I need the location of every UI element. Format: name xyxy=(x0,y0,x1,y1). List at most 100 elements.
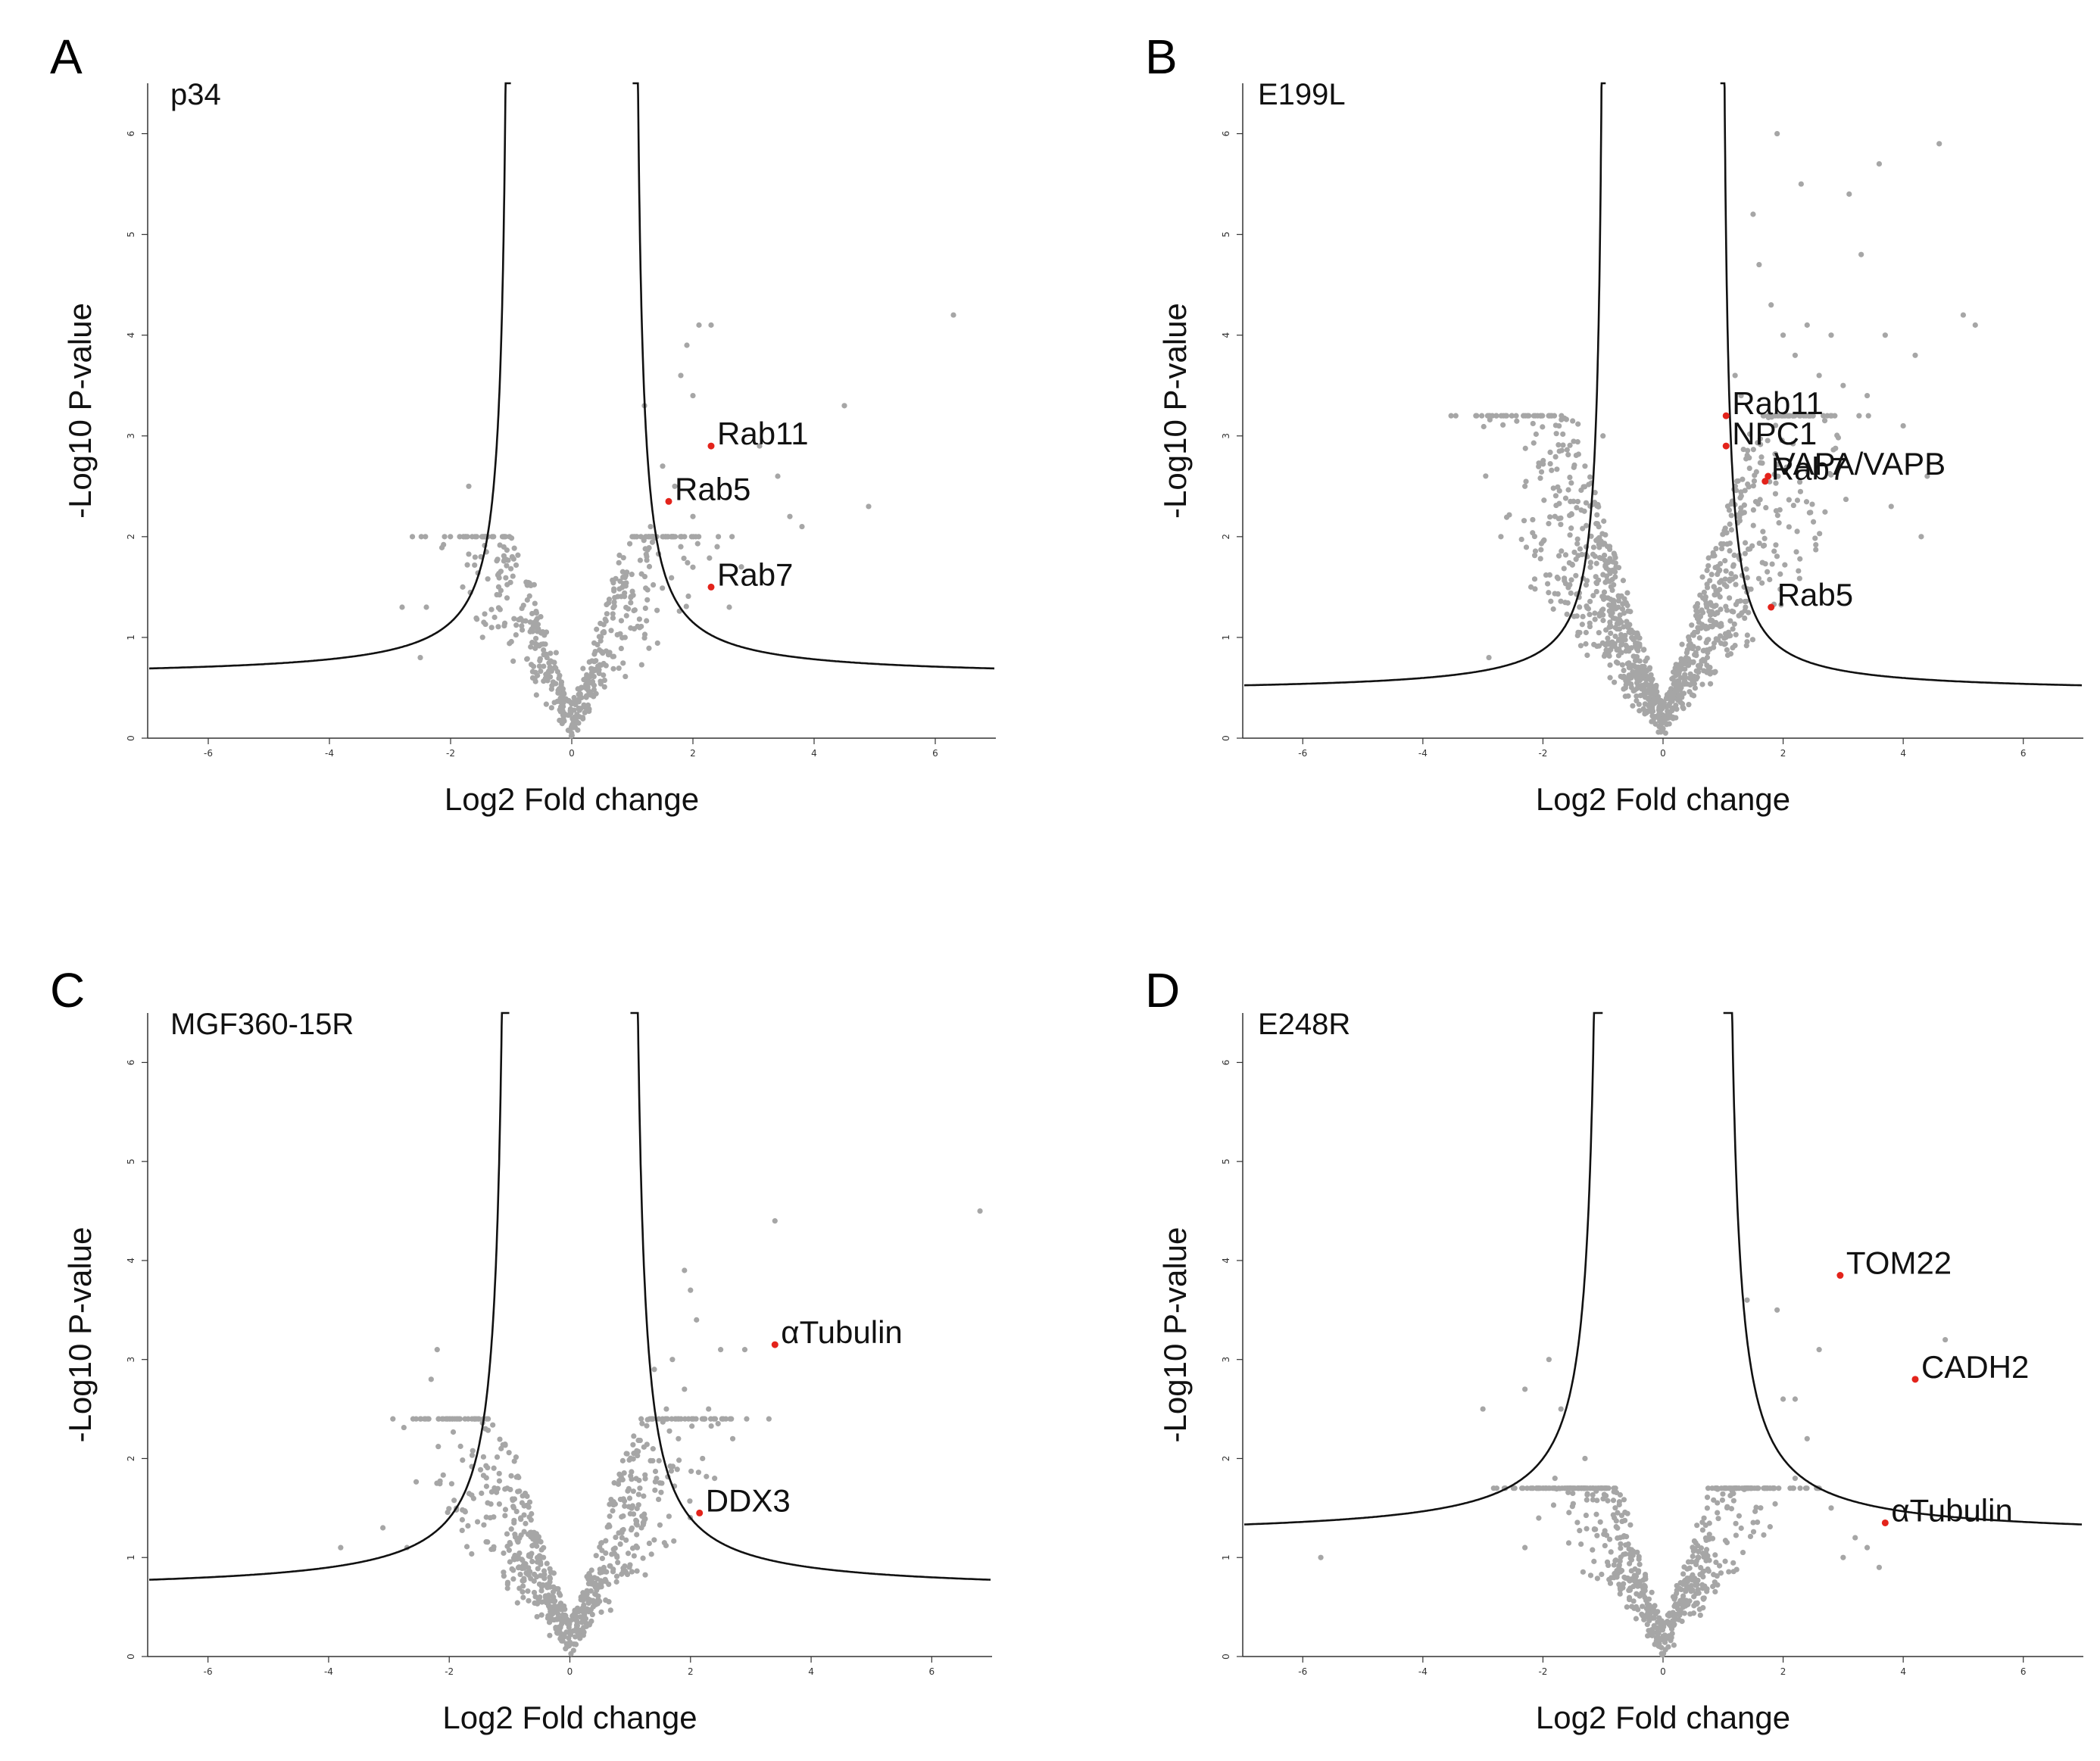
highlight-point xyxy=(665,497,672,505)
plot-title: E199L xyxy=(1258,78,1346,111)
data-point xyxy=(470,1448,476,1454)
highlight-point xyxy=(696,1509,704,1516)
y-tick-label: 3 xyxy=(1221,1357,1231,1363)
data-point xyxy=(669,575,675,581)
data-point xyxy=(1584,1526,1590,1532)
data-point xyxy=(1578,1541,1584,1547)
data-point xyxy=(457,1416,463,1422)
data-point xyxy=(1727,632,1733,639)
y-tick-label: 3 xyxy=(126,433,136,439)
data-point xyxy=(1705,637,1712,643)
data-point xyxy=(1771,413,1777,419)
data-point xyxy=(1583,582,1590,588)
data-point xyxy=(603,648,610,654)
data-point xyxy=(1602,557,1608,563)
data-point xyxy=(1610,615,1616,621)
data-point xyxy=(1626,1546,1632,1552)
data-point xyxy=(510,1576,516,1582)
data-point xyxy=(1625,693,1631,699)
data-point xyxy=(714,544,720,550)
data-point xyxy=(520,1493,526,1499)
data-point xyxy=(520,602,526,609)
data-point xyxy=(1689,622,1695,628)
data-point xyxy=(1777,571,1783,577)
data-point xyxy=(1698,625,1704,631)
data-point xyxy=(1736,1513,1743,1519)
data-point xyxy=(1747,1533,1754,1540)
data-point xyxy=(1627,1587,1634,1593)
data-point xyxy=(1581,508,1587,514)
data-point xyxy=(656,1416,662,1422)
highlight-point xyxy=(1765,472,1772,480)
data-point xyxy=(603,1579,609,1585)
data-point xyxy=(1546,1357,1552,1363)
data-point xyxy=(1630,662,1636,669)
data-point xyxy=(532,641,538,647)
data-point xyxy=(1720,1491,1726,1497)
data-point xyxy=(1740,476,1746,482)
data-point xyxy=(1712,591,1718,598)
data-point xyxy=(678,544,684,550)
data-point xyxy=(541,1568,548,1574)
data-point xyxy=(570,725,576,731)
data-point xyxy=(470,1495,476,1501)
data-point xyxy=(1840,1554,1846,1560)
data-point xyxy=(533,609,540,616)
data-point xyxy=(1567,474,1573,481)
data-point xyxy=(1803,499,1810,505)
data-point xyxy=(1714,609,1721,616)
data-point xyxy=(632,607,638,613)
data-point xyxy=(1493,413,1499,419)
data-point xyxy=(606,597,613,603)
data-point xyxy=(1798,181,1804,187)
data-point xyxy=(1599,1571,1605,1578)
data-point xyxy=(1658,1650,1665,1657)
data-point xyxy=(510,1497,516,1504)
data-point xyxy=(1810,413,1816,419)
data-point xyxy=(1730,1498,1736,1504)
data-point xyxy=(520,618,526,624)
data-point xyxy=(510,658,516,664)
data-point xyxy=(1634,653,1640,660)
data-point xyxy=(524,656,530,662)
data-point xyxy=(1718,541,1724,547)
data-point xyxy=(1745,447,1751,453)
data-point xyxy=(1706,1520,1712,1526)
data-point xyxy=(1744,1297,1750,1303)
data-point xyxy=(559,1638,565,1644)
data-point xyxy=(1583,629,1589,636)
data-point xyxy=(1777,506,1783,513)
data-point xyxy=(1821,418,1828,424)
data-point xyxy=(676,1435,682,1442)
data-point xyxy=(1590,1497,1596,1503)
x-tick-label: 6 xyxy=(2020,748,2027,759)
data-point xyxy=(541,663,547,669)
data-point xyxy=(594,626,600,632)
data-point xyxy=(1724,652,1731,659)
data-point xyxy=(1803,413,1809,419)
data-point xyxy=(624,569,630,575)
data-point xyxy=(1634,1549,1640,1555)
data-point xyxy=(1792,352,1799,358)
data-point xyxy=(545,678,551,684)
data-point xyxy=(595,1597,601,1603)
data-point xyxy=(1588,533,1594,539)
data-point xyxy=(1655,715,1662,721)
data-point xyxy=(535,625,541,632)
data-point xyxy=(634,1522,640,1528)
data-point xyxy=(562,1607,568,1613)
data-point xyxy=(1679,641,1685,647)
data-point xyxy=(688,534,694,540)
data-point xyxy=(1834,432,1840,438)
data-point xyxy=(1675,1601,1681,1607)
data-point xyxy=(1790,413,1796,419)
data-point xyxy=(1691,1594,1697,1600)
data-point xyxy=(669,1463,676,1470)
data-point xyxy=(1671,1642,1677,1648)
data-point xyxy=(1574,1485,1580,1491)
data-point xyxy=(1682,681,1688,687)
data-point xyxy=(1577,1528,1583,1534)
data-point xyxy=(1521,518,1527,524)
data-point xyxy=(666,1513,672,1519)
data-point xyxy=(663,1406,669,1412)
